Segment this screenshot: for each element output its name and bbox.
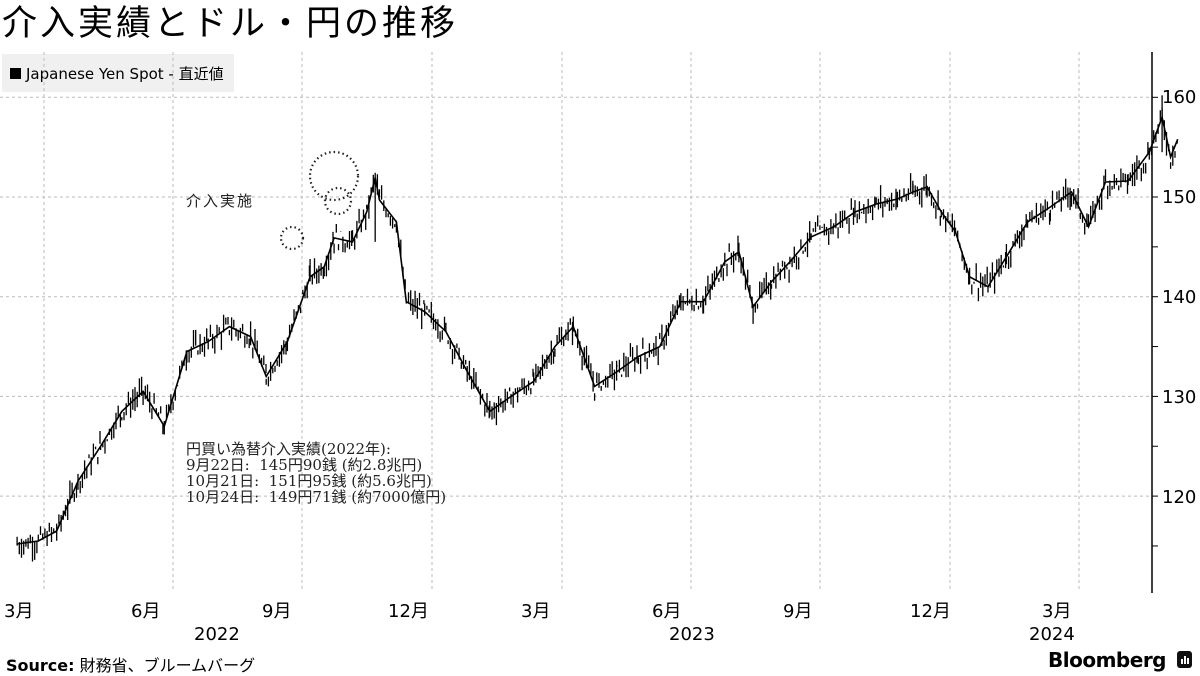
x-tick-label: 6月	[131, 601, 161, 622]
x-year-label: 2024	[1029, 624, 1075, 645]
y-tick-label: 160	[1162, 87, 1197, 108]
price-line	[16, 114, 1179, 545]
chart-title: 介入実績とドル・円の推移	[2, 4, 459, 44]
x-year-label: 2023	[669, 624, 715, 645]
x-tick-label: 3月	[4, 601, 34, 622]
intervention-circle-sep22	[279, 225, 305, 251]
x-tick-label: 6月	[652, 601, 682, 622]
y-tick-label: 130	[1162, 387, 1197, 408]
y-tick-label: 150	[1162, 187, 1197, 208]
x-tick-label: 3月	[1042, 601, 1072, 622]
x-tick-label: 9月	[783, 601, 813, 622]
y-tick-label: 140	[1162, 287, 1197, 308]
bloomberg-logo: Bloomberg	[1048, 648, 1166, 672]
intervention-label: 介入実施	[186, 192, 255, 210]
x-year-label: 2022	[194, 624, 240, 645]
source-note: Source: 財務省、ブルームバーグ	[6, 652, 255, 676]
note-line-4: 10月24日: 149円71銭 (約7000億円)	[186, 488, 447, 506]
price-bars	[16, 108, 1178, 562]
source-label: Source:	[6, 656, 75, 675]
bloomberg-chart-icon	[1177, 651, 1192, 668]
y-tick-label: 120	[1162, 487, 1197, 508]
intervention-circle-oct24	[323, 186, 353, 216]
legend: Japanese Yen Spot - 直近値	[2, 54, 234, 92]
legend-swatch	[10, 67, 21, 79]
x-tick-label: 12月	[910, 601, 951, 622]
note-line-2: 9月22日: 145円90銭 (約2.8兆円)	[186, 456, 423, 474]
note-line-1: 円買い為替介入実績(2022年):	[186, 440, 391, 458]
legend-label: Japanese Yen Spot - 直近値	[26, 64, 224, 83]
x-tick-label: 9月	[262, 601, 292, 622]
x-tick-label: 3月	[521, 601, 551, 622]
source-text: 財務省、ブルームバーグ	[79, 656, 256, 675]
intervention-circle-oct21	[308, 150, 360, 202]
note-line-3: 10月21日: 151円95銭 (約5.6兆円)	[186, 472, 432, 490]
x-tick-label: 12月	[388, 601, 429, 622]
